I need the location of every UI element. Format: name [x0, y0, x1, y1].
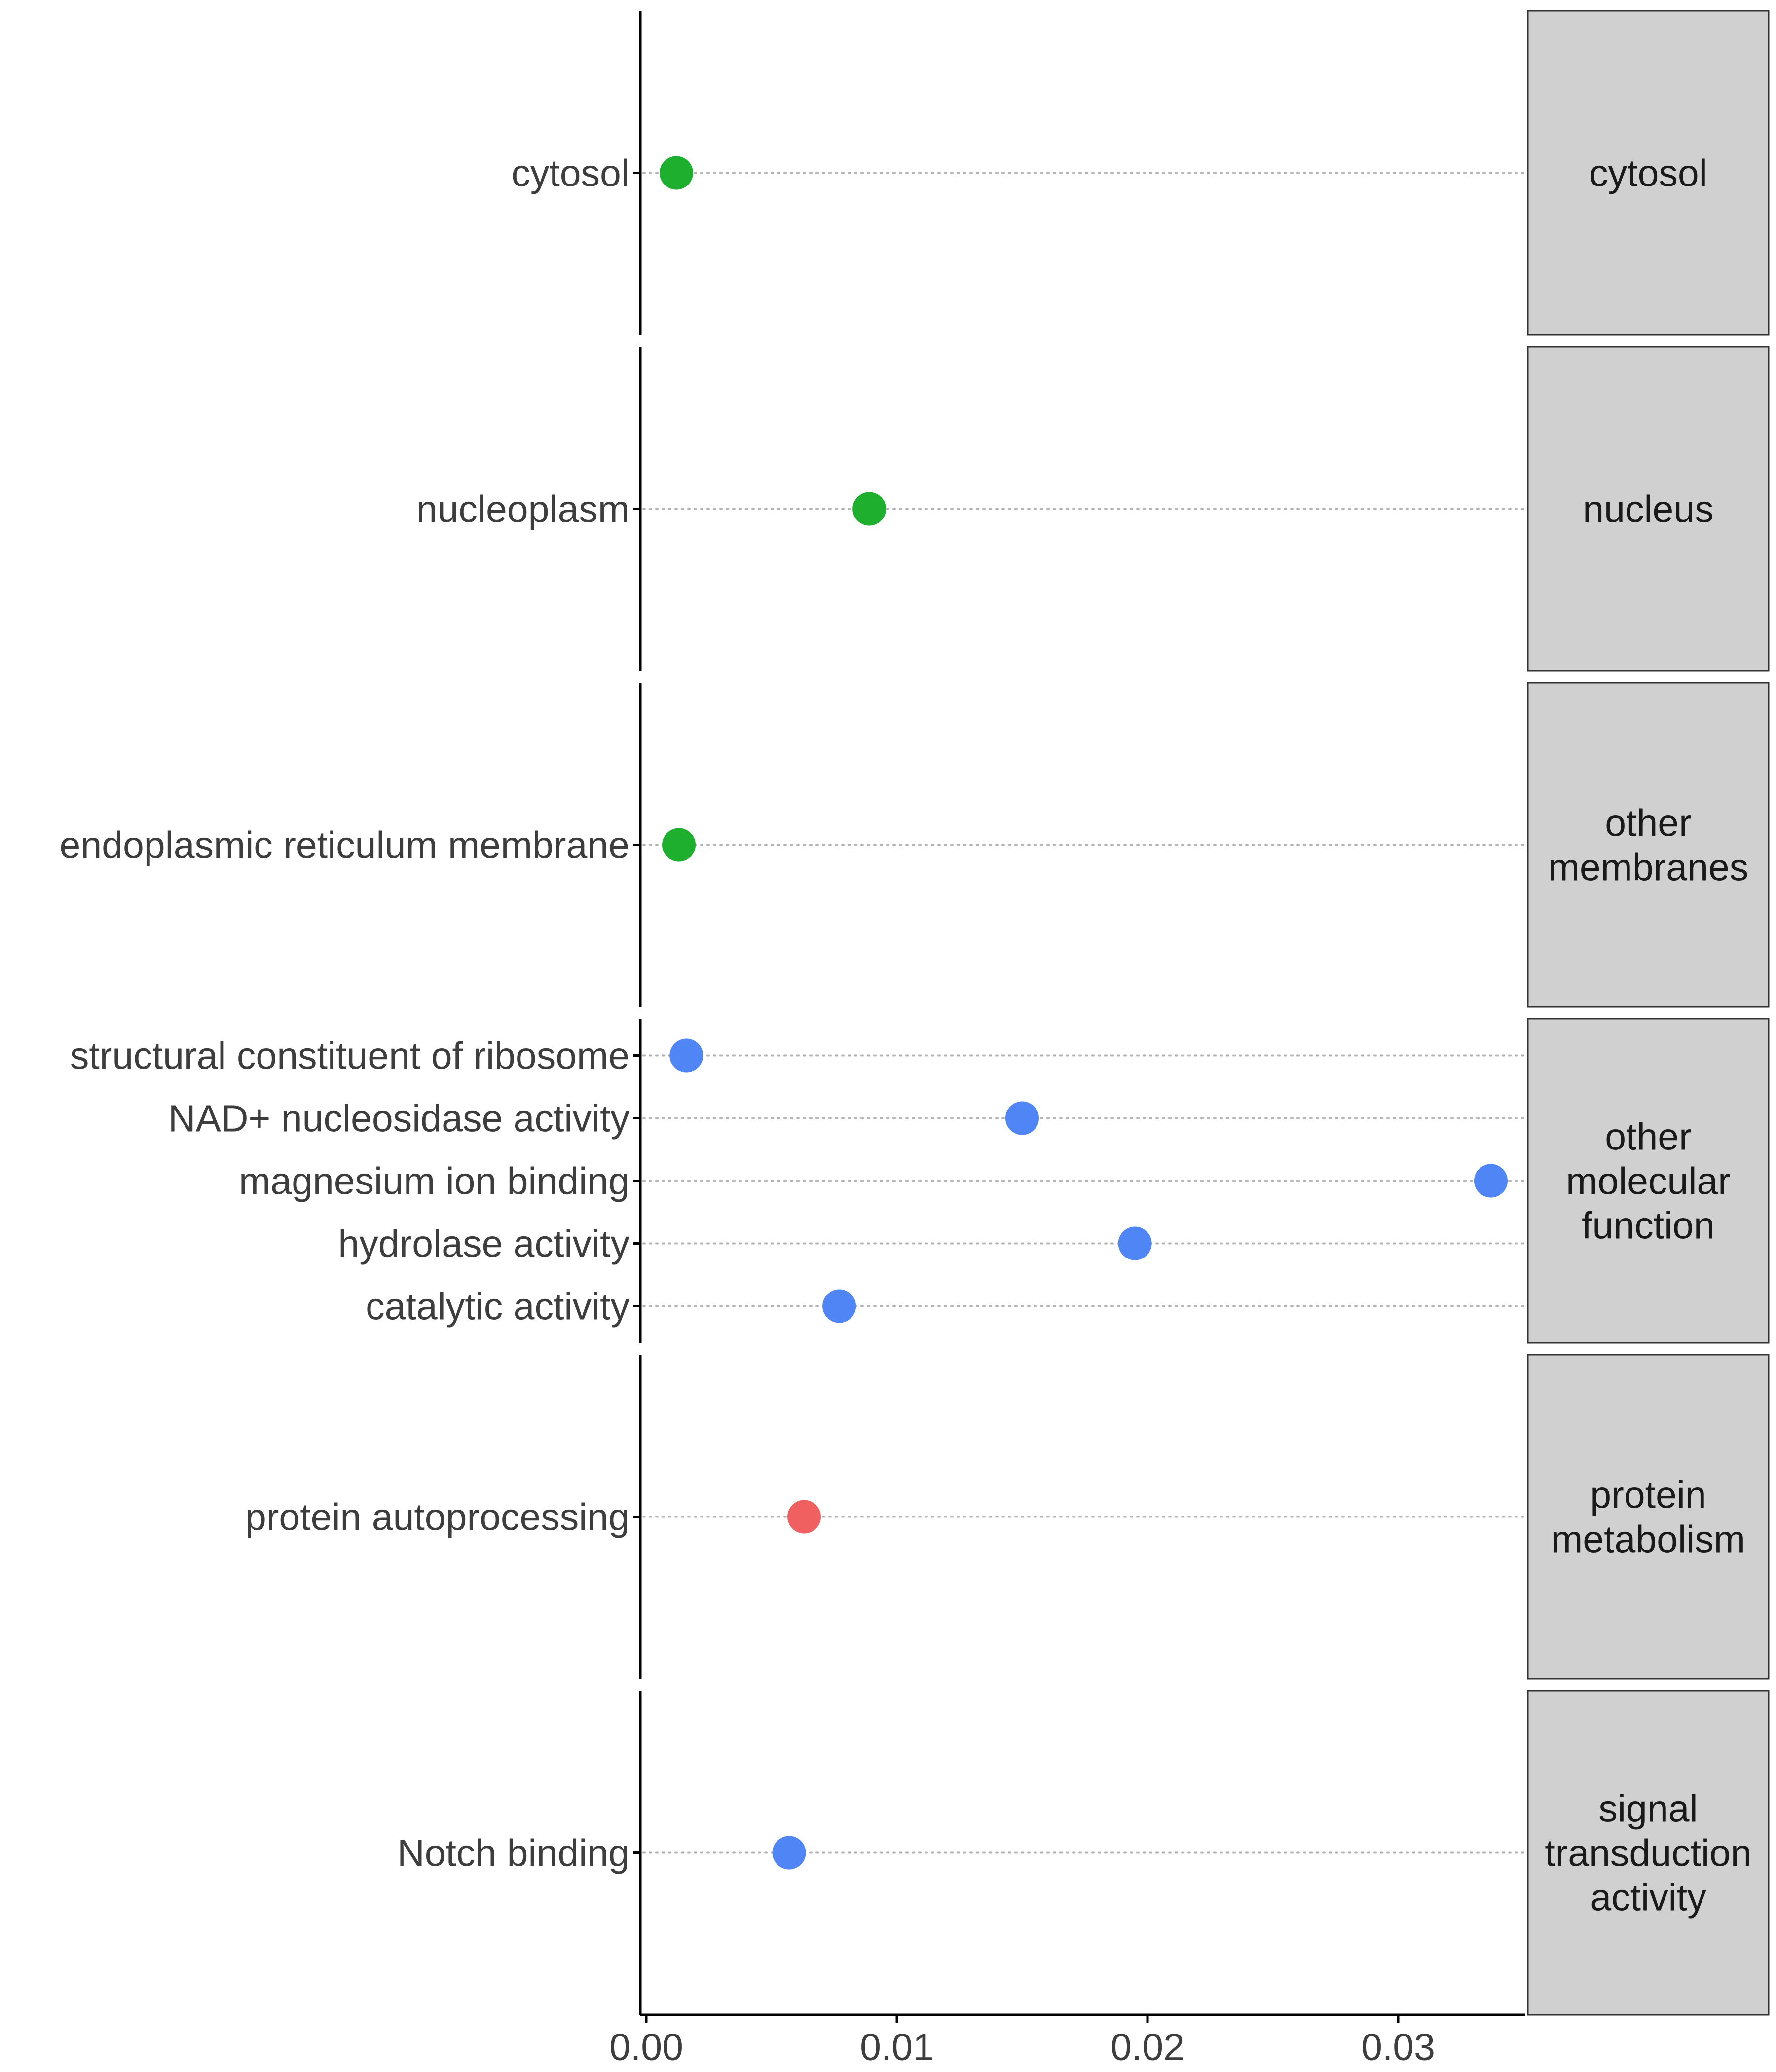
facet-strip	[1527, 1354, 1770, 1680]
panel: signal transduction activity Notch binding	[397, 1690, 1770, 2016]
facet-strip-label-line: metabolism	[1551, 1518, 1745, 1561]
data-point	[822, 1289, 856, 1323]
facet-strip-label: cytosol	[1589, 152, 1707, 195]
x-tick-label: 0.00	[609, 2026, 683, 2069]
facet-strip-label: other molecular function	[1566, 1116, 1731, 1247]
y-tick-label: cytosol	[511, 152, 629, 195]
facet-strip-label-line: activity	[1590, 1877, 1706, 1919]
data-point	[772, 1836, 806, 1870]
facet-strip-label-line: membranes	[1548, 847, 1749, 889]
facet-strip-label-line: molecular	[1566, 1160, 1731, 1203]
facet-strip-label-line: transduction	[1545, 1832, 1751, 1875]
y-tick-label: hydrolase activity	[338, 1223, 629, 1265]
panel: other molecular function structural constit…	[70, 1018, 1770, 1344]
data-point	[659, 156, 693, 190]
data-point	[669, 1038, 703, 1073]
facet-strip-label-line: signal	[1598, 1788, 1698, 1830]
facet-strip	[1527, 10, 1770, 336]
facet-strip-label-line: function	[1582, 1205, 1715, 1247]
facet-strip-label: nucleus	[1583, 488, 1713, 531]
facet-strip-label-line: protein	[1590, 1474, 1706, 1517]
y-tick-label: nucleoplasm	[416, 488, 629, 531]
y-tick-label: NAD+ nucleosidase activity	[168, 1098, 630, 1140]
facet-strip-label-line: other	[1605, 1116, 1692, 1158]
data-point	[787, 1500, 821, 1534]
x-tick-label: 0.02	[1110, 2026, 1184, 2069]
y-tick-label: catalytic activity	[366, 1286, 629, 1328]
panel: cytosol cytosol	[511, 10, 1770, 336]
facet-strip	[1527, 1018, 1770, 1344]
panel: protein metabolism protein autoprocessing	[245, 1354, 1770, 1680]
facet-strip-label: protein metabolism	[1551, 1474, 1745, 1561]
facet-strip-label: signal transduction activity	[1545, 1788, 1751, 1919]
x-tick-label: 0.01	[860, 2026, 934, 2069]
data-point	[1474, 1164, 1508, 1198]
y-tick-label: magnesium ion binding	[239, 1160, 629, 1203]
facet-strip-label-line: cytosol	[1589, 152, 1707, 195]
facet-strip	[1527, 1690, 1770, 2016]
y-tick-label: Notch binding	[397, 1832, 629, 1875]
x-axis: 0.00 0.01 0.02 0.03	[609, 2013, 1525, 2069]
facet-strip	[1527, 682, 1770, 1008]
panel: nucleus nucleoplasm	[416, 346, 1770, 672]
y-tick-label: protein autoprocessing	[245, 1496, 629, 1539]
facet-strip	[1527, 346, 1770, 672]
data-point	[852, 492, 887, 526]
facet-strip-label-line: nucleus	[1583, 488, 1713, 531]
data-point	[1118, 1226, 1152, 1260]
y-tick-label: endoplasmic reticulum membrane	[60, 824, 630, 867]
facet-strip-label: other membranes	[1548, 802, 1749, 889]
data-point	[1005, 1101, 1039, 1135]
panel: other membranes endoplasmic reticulum memb…	[60, 682, 1770, 1008]
data-point	[662, 828, 696, 862]
x-tick-label: 0.03	[1361, 2026, 1435, 2069]
facet-strip-label-line: other	[1605, 802, 1692, 845]
y-tick-label: structural constituent of ribosome	[70, 1035, 629, 1077]
